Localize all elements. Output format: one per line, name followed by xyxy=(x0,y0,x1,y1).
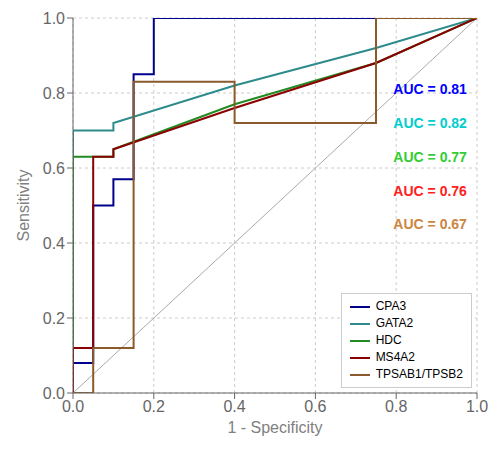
svg-text:0.8: 0.8 xyxy=(385,398,407,415)
svg-text:0.4: 0.4 xyxy=(223,398,245,415)
svg-text:1 - Specificity: 1 - Specificity xyxy=(227,419,322,436)
svg-text:1.0: 1.0 xyxy=(43,10,65,27)
svg-text:0.2: 0.2 xyxy=(143,398,165,415)
html-text:AUC = 0.81: AUC = 0.81 xyxy=(393,81,467,98)
html-text:MS4A2: MS4A2 xyxy=(375,350,415,364)
html-text:TPSAB1/TPSB2: TPSAB1/TPSB2 xyxy=(375,367,463,381)
svg-text:0.4: 0.4 xyxy=(43,235,65,252)
svg-text:0.6: 0.6 xyxy=(304,398,326,415)
svg-text:0.2: 0.2 xyxy=(43,310,65,327)
html-text:HDC: HDC xyxy=(375,333,402,347)
svg-text:0.8: 0.8 xyxy=(43,85,65,102)
html-text:GATA2: GATA2 xyxy=(375,316,414,330)
svg-text:0.6: 0.6 xyxy=(43,160,65,177)
svg-text:Sensitivity: Sensitivity xyxy=(15,169,32,241)
html-text:CPA3: CPA3 xyxy=(375,299,407,313)
html-text:AUC = 0.76: AUC = 0.76 xyxy=(393,182,467,199)
svg-text:0.0: 0.0 xyxy=(43,385,65,402)
html-text:AUC = 0.82: AUC = 0.82 xyxy=(393,115,467,131)
html-text:AUC = 0.77: AUC = 0.77 xyxy=(393,148,467,165)
svg-text:1.0: 1.0 xyxy=(466,398,488,415)
svg-text:0.0: 0.0 xyxy=(62,398,84,415)
html-text:AUC = 0.67: AUC = 0.67 xyxy=(393,216,467,233)
